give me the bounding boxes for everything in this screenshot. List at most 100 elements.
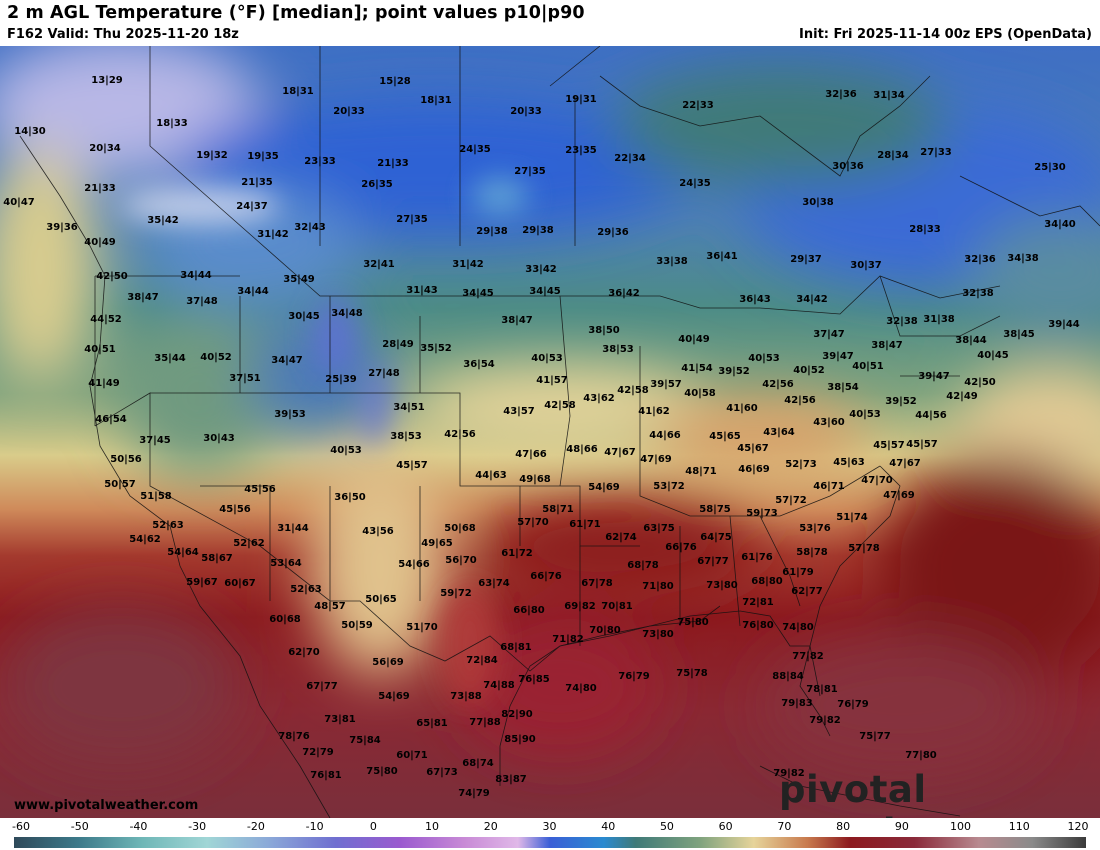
point-value-label: 39|57 <box>650 379 682 390</box>
point-value-label: 52|62 <box>233 538 265 549</box>
point-value-label: 67|78 <box>581 578 613 589</box>
point-value-label: 36|50 <box>334 492 366 503</box>
point-value-label: 40|53 <box>849 409 881 420</box>
point-value-label: 57|72 <box>775 495 807 506</box>
point-value-label: 32|43 <box>294 222 326 233</box>
point-value-label: 70|81 <box>601 601 633 612</box>
point-value-label: 27|33 <box>920 147 952 158</box>
point-value-label: 66|76 <box>665 542 697 553</box>
point-value-label: 42|58 <box>544 400 576 411</box>
point-value-label: 36|41 <box>706 251 738 262</box>
point-value-label: 75|80 <box>677 617 709 628</box>
point-value-label: 54|69 <box>378 691 410 702</box>
point-value-label: 29|36 <box>597 227 629 238</box>
point-value-label: 41|54 <box>681 363 713 374</box>
temperature-map[interactable]: 13|29 18|31 15|28 18|31 20|33 20|33 19|31 22|33… <box>0 46 1100 818</box>
point-value-label: 58|75 <box>699 504 731 515</box>
point-value-label: 29|38 <box>476 226 508 237</box>
point-value-label: 78|81 <box>806 684 838 695</box>
point-value-label: 40|51 <box>852 361 884 372</box>
point-value-label: 32|41 <box>363 259 395 270</box>
point-value-label: 68|81 <box>500 642 532 653</box>
point-value-label: 34|45 <box>462 288 494 299</box>
point-value-label: 73|80 <box>642 629 674 640</box>
point-value-label: 46|71 <box>813 481 845 492</box>
point-value-label: 28|33 <box>909 224 941 235</box>
point-value-label: 34|38 <box>1007 253 1039 264</box>
colorbar-tick-label: 50 <box>659 820 674 833</box>
point-value-label: 38|47 <box>501 315 533 326</box>
point-value-label: 19|32 <box>196 150 228 161</box>
point-value-label: 22|34 <box>614 153 646 164</box>
point-value-label: 38|54 <box>827 382 859 393</box>
point-value-label: 58|78 <box>796 547 828 558</box>
point-value-label: 32|36 <box>825 89 857 100</box>
point-value-label: 25|30 <box>1034 162 1066 173</box>
point-value-label: 42|50 <box>964 377 996 388</box>
point-value-label: 63|74 <box>478 578 510 589</box>
point-value-label: 44|66 <box>649 430 681 441</box>
point-value-label: 42|50 <box>96 271 128 282</box>
point-value-label: 75|77 <box>859 731 891 742</box>
point-value-label: 38|45 <box>1003 329 1035 340</box>
point-value-label: 61|76 <box>741 552 773 563</box>
point-value-label: 33|38 <box>656 256 688 267</box>
point-value-label: 41|62 <box>638 406 670 417</box>
point-value-label: 30|38 <box>802 197 834 208</box>
point-value-label: 18|31 <box>420 95 452 106</box>
point-value-label: 54|66 <box>398 559 430 570</box>
point-value-label: 67|73 <box>426 767 458 778</box>
point-value-label: 88|84 <box>772 671 804 682</box>
point-value-label: 42|58 <box>617 385 649 396</box>
point-value-label: 47|66 <box>515 449 547 460</box>
point-value-label: 76|81 <box>310 770 342 781</box>
point-value-label: 30|43 <box>203 433 235 444</box>
point-value-label: 41|60 <box>726 403 758 414</box>
colorbar-tick-label: -30 <box>188 820 207 833</box>
point-value-label: 18|33 <box>156 118 188 129</box>
point-value-label: 68|78 <box>627 560 659 571</box>
init-time: Init: Fri 2025-11-14 00z EPS (OpenData) <box>799 27 1092 42</box>
point-value-label: 59|73 <box>746 508 778 519</box>
colorbar-tick-label: -20 <box>246 820 265 833</box>
point-value-label: 45|63 <box>833 457 865 468</box>
point-value-label: 76|80 <box>742 620 774 631</box>
point-value-label: 74|80 <box>782 622 814 633</box>
point-value-label: 14|30 <box>14 126 46 137</box>
point-value-label: 40|49 <box>678 334 710 345</box>
point-value-label: 77|80 <box>905 750 937 761</box>
colorbar-tick-label: 20 <box>483 820 498 833</box>
point-value-label: 39|47 <box>918 371 950 382</box>
point-value-label: 38|53 <box>602 344 634 355</box>
point-value-label: 61|71 <box>569 519 601 530</box>
point-value-label: 47|70 <box>861 475 893 486</box>
point-value-label: 38|47 <box>127 292 159 303</box>
point-value-label: 57|78 <box>848 543 880 554</box>
point-value-label: 51|70 <box>406 622 438 633</box>
point-value-label: 58|67 <box>201 553 233 564</box>
point-value-label: 67|77 <box>697 556 729 567</box>
point-value-label: 72|79 <box>302 747 334 758</box>
point-value-label: 42|56 <box>762 379 794 390</box>
point-value-label: 27|35 <box>396 214 428 225</box>
point-value-label: 56|70 <box>445 555 477 566</box>
point-value-label: 52|63 <box>290 584 322 595</box>
colorbar-tick-label: -50 <box>70 820 89 833</box>
point-value-label: 35|44 <box>154 353 186 364</box>
point-value-label: 45|56 <box>219 504 251 515</box>
point-value-label: 60|68 <box>269 614 301 625</box>
point-value-label: 64|75 <box>700 532 732 543</box>
point-value-label: 28|34 <box>877 150 909 161</box>
point-value-label: 37|47 <box>813 329 845 340</box>
point-value-label: 40|51 <box>84 344 116 355</box>
point-value-label: 49|65 <box>421 538 453 549</box>
point-value-label: 44|52 <box>90 314 122 325</box>
point-value-label: 35|52 <box>420 343 452 354</box>
colorbar-tick-label: 120 <box>1067 820 1089 833</box>
point-value-label: 42|56 <box>784 395 816 406</box>
point-value-label: 67|77 <box>306 681 338 692</box>
point-value-label: 37|45 <box>139 435 171 446</box>
point-value-label: 20|34 <box>89 143 121 154</box>
point-value-label: 43|64 <box>763 427 795 438</box>
colorbar-tick-label: 10 <box>425 820 440 833</box>
